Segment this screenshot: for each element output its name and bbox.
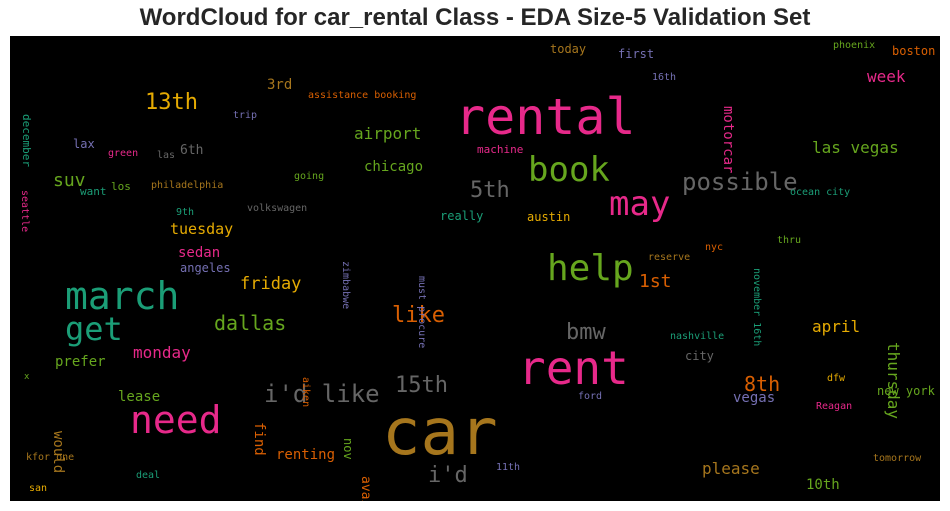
word-machine: machine xyxy=(477,143,523,156)
word-ocean-city: ocean city xyxy=(790,187,850,198)
wordcloud-background xyxy=(10,36,940,501)
word-book: book xyxy=(528,150,610,190)
word-nashville: nashville xyxy=(670,331,724,342)
word-las: las xyxy=(157,150,175,161)
word-phoenix: phoenix xyxy=(833,40,875,51)
word-get: get xyxy=(65,310,123,348)
word-reagan: Reagan xyxy=(816,401,852,412)
word-renting: renting xyxy=(276,447,335,463)
word-i-d-like: i'd like xyxy=(264,380,380,408)
word-want: want xyxy=(80,185,107,198)
word-new-york: new york xyxy=(877,384,936,398)
word-8th: 8th xyxy=(744,372,780,396)
word-prefer: prefer xyxy=(55,354,106,370)
word-suv: suv xyxy=(53,170,86,191)
word-friday: friday xyxy=(240,274,301,294)
word-los: los xyxy=(111,180,131,193)
word-lax: lax xyxy=(73,137,95,151)
word-11th: 11th xyxy=(496,462,520,473)
word-must-procure: must procure xyxy=(416,276,427,348)
word-ford: ford xyxy=(578,391,602,402)
word-april: april xyxy=(812,317,860,336)
word-15th: 15th xyxy=(395,373,448,398)
word-like: like xyxy=(392,303,445,328)
word-rental: rental xyxy=(455,88,636,146)
word-week: week xyxy=(867,67,906,86)
word-aiken: aiken xyxy=(300,377,311,407)
word-volkswagen: volkswagen xyxy=(247,203,307,214)
word-please: please xyxy=(702,459,760,478)
word-seattle: seattle xyxy=(19,190,30,232)
word-thru: thru xyxy=(777,235,801,246)
word-dallas: dallas xyxy=(214,311,286,335)
word-lease: lease xyxy=(118,389,160,405)
word-i-d: i'd xyxy=(428,463,468,488)
word-chicago: chicago xyxy=(364,159,423,175)
word-boston: boston xyxy=(892,44,935,58)
word-sedan: sedan xyxy=(178,245,220,261)
word-x: x xyxy=(24,372,30,382)
word-kfor-one: kfor one xyxy=(26,452,74,463)
word-march: march xyxy=(65,274,179,318)
word-thursday: thursday xyxy=(884,342,903,419)
word-1st: 1st xyxy=(639,271,672,292)
word-help: help xyxy=(547,248,634,289)
word-december: december xyxy=(20,114,33,167)
word-november-16th: november 16th xyxy=(751,268,762,346)
word-6th: 6th xyxy=(180,143,203,158)
word-vegas: vegas xyxy=(733,390,775,406)
word-las-vegas: las vegas xyxy=(812,138,899,157)
word-may: may xyxy=(609,184,670,224)
word-monday: monday xyxy=(133,343,191,362)
word-nyc: nyc xyxy=(705,242,723,253)
word-5th: 5th xyxy=(470,178,510,203)
word-philadelphia: philadelphia xyxy=(151,180,223,191)
word-going: going xyxy=(294,171,324,182)
word-16th: 16th xyxy=(652,72,676,83)
word-reserve: reserve xyxy=(648,252,690,263)
word-angeles: angeles xyxy=(180,261,231,275)
word-austin: austin xyxy=(527,210,570,224)
word-available: available xyxy=(358,476,373,501)
word-13th: 13th xyxy=(145,90,198,115)
word-9th: 9th xyxy=(176,207,194,218)
word-san: san xyxy=(29,483,47,494)
word-dfw: dfw xyxy=(827,373,846,384)
word-trip: trip xyxy=(233,110,257,121)
word-airport: airport xyxy=(354,124,421,143)
word-car: car xyxy=(382,396,498,470)
word-zimbabwe: zimbabwe xyxy=(340,261,351,309)
word-find: find xyxy=(251,422,267,456)
word-nov: nov xyxy=(341,438,355,460)
word-green: green xyxy=(108,148,138,159)
word-possible: possible xyxy=(682,168,798,196)
word-city: city xyxy=(685,349,714,363)
word-need: need xyxy=(130,398,222,442)
word-tuesday: tuesday xyxy=(170,220,233,238)
word-today: today xyxy=(550,42,586,56)
word-really: really xyxy=(440,209,483,223)
word-first: first xyxy=(618,47,654,61)
word-bmw: bmw xyxy=(566,320,606,345)
word-10th: 10th xyxy=(806,477,840,493)
chart-title: WordCloud for car_rental Class - EDA Siz… xyxy=(139,4,811,31)
word-rent: rent xyxy=(518,341,629,395)
word-deal: deal xyxy=(136,470,160,481)
word-would: would xyxy=(50,431,66,473)
word-assistance-booking: assistance booking xyxy=(308,90,416,101)
word-motorcar: motorcar xyxy=(720,106,736,173)
word-3rd: 3rd xyxy=(267,77,292,93)
wordcloud-canvas: car rental rent march need help book may get poss… xyxy=(10,36,940,501)
word-tomorrow: tomorrow xyxy=(873,453,922,464)
